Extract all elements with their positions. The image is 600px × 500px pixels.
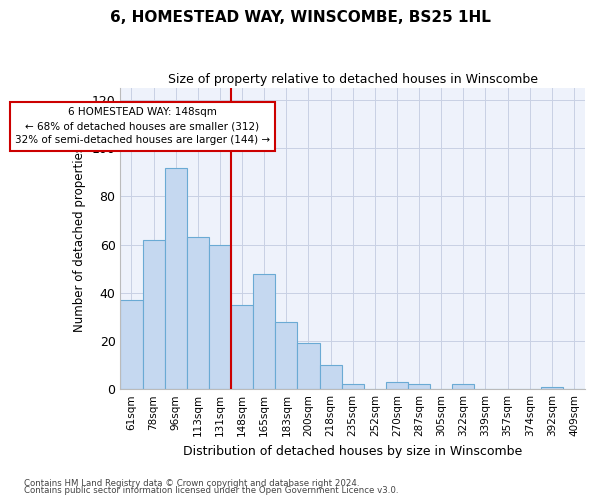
Bar (164, 168, 187, 389)
Bar (386, 382, 408, 389)
Text: 6 HOMESTEAD WAY: 148sqm
← 68% of detached houses are smaller (312)
32% of semi-d: 6 HOMESTEAD WAY: 148sqm ← 68% of detache… (15, 108, 270, 146)
Text: Contains public sector information licensed under the Open Government Licence v3: Contains public sector information licen… (24, 486, 398, 495)
Bar (143, 240, 164, 389)
Y-axis label: Number of detached properties: Number of detached properties (73, 146, 86, 332)
X-axis label: Distribution of detached houses by size in Winscombe: Distribution of detached houses by size … (183, 444, 523, 458)
Bar (298, 344, 320, 389)
Title: Size of property relative to detached houses in Winscombe: Size of property relative to detached ho… (168, 72, 538, 86)
Bar (452, 384, 475, 389)
Bar (341, 384, 364, 389)
Bar (187, 238, 209, 389)
Bar (541, 387, 563, 389)
Bar (121, 300, 143, 389)
Bar (231, 305, 253, 389)
Bar (275, 322, 298, 389)
Text: 6, HOMESTEAD WAY, WINSCOMBE, BS25 1HL: 6, HOMESTEAD WAY, WINSCOMBE, BS25 1HL (110, 10, 490, 25)
Bar (408, 384, 430, 389)
Text: Contains HM Land Registry data © Crown copyright and database right 2024.: Contains HM Land Registry data © Crown c… (24, 478, 359, 488)
Bar (320, 365, 341, 389)
Bar (209, 244, 231, 389)
Bar (253, 274, 275, 389)
